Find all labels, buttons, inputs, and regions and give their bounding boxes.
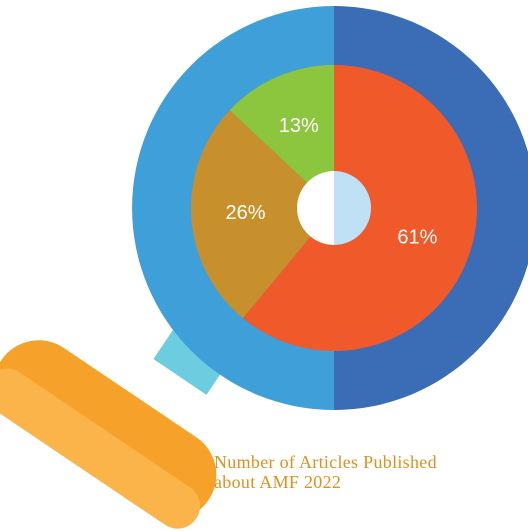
pie-slice	[190, 110, 334, 319]
magnifying-glass-icon	[0, 329, 227, 529]
slice-label: 26%	[225, 202, 265, 224]
handle-neck	[153, 329, 227, 395]
center-hole-left	[297, 171, 334, 245]
caption-line-1: Number of Articles Published	[214, 452, 437, 472]
handle-neck-bar	[153, 329, 227, 395]
chart-caption: Number of Articles Published about AMF 2…	[214, 452, 524, 492]
slice-label: 61%	[397, 226, 437, 248]
handle-grip	[0, 340, 217, 529]
center-hole	[297, 171, 371, 245]
pie-slice	[229, 65, 334, 208]
caption-line-2: about AMF 2022	[214, 472, 342, 492]
center-hole-right	[334, 171, 371, 245]
slice-labels: 61% 26% 13%	[225, 115, 437, 248]
handle-grip-highlight	[0, 368, 201, 529]
slice-label: 13%	[279, 115, 319, 137]
